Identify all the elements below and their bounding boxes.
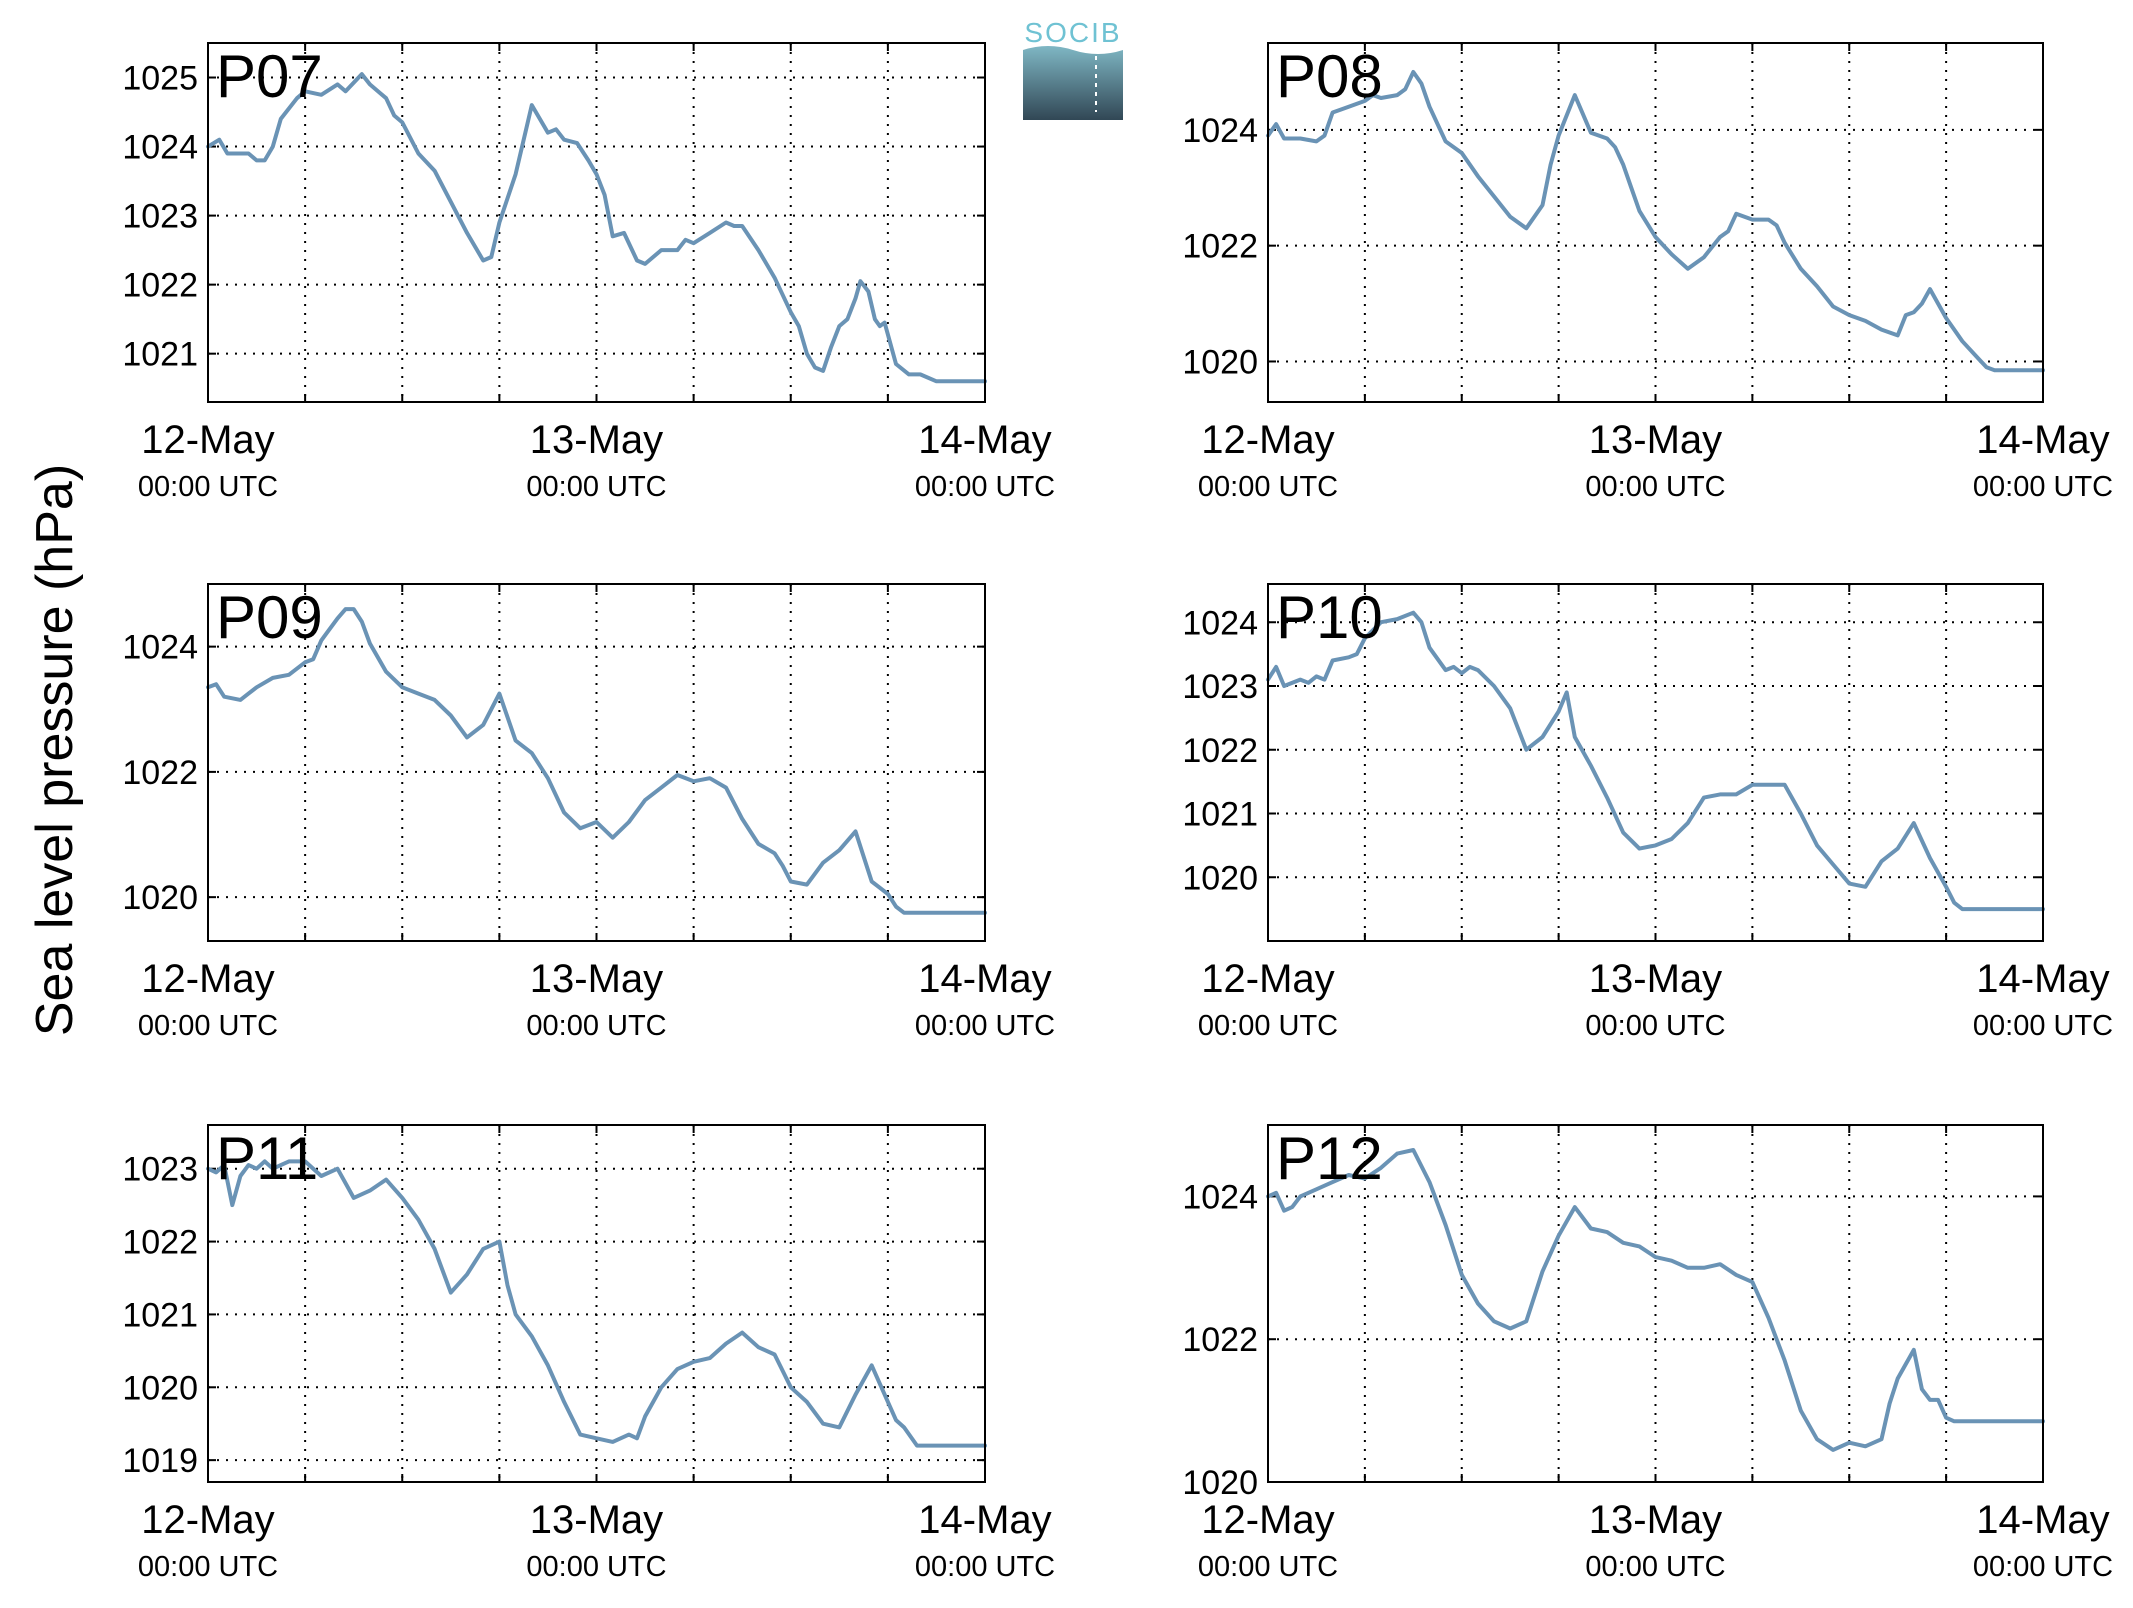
y-tick-label: 1020	[1182, 343, 1258, 381]
plot-area-p07	[208, 43, 985, 402]
logo-wave	[1023, 46, 1123, 120]
x-tick-time-label: 00:00 UTC	[1198, 471, 1338, 503]
y-tick-label: 1024	[122, 629, 198, 667]
y-tick-label: 1020	[122, 1369, 198, 1407]
series-line-p09	[206, 607, 987, 915]
x-tick-date-label: 14-May	[1976, 418, 2109, 462]
panel-label-p07: P07	[216, 43, 323, 110]
x-tick-time-label: 00:00 UTC	[1973, 471, 2113, 503]
x-tick-time-label: 00:00 UTC	[1585, 1010, 1725, 1042]
axes-frame-p12	[1267, 1124, 2044, 1483]
x-tick-date-label: 13-May	[530, 957, 663, 1001]
x-tick-date-label: 14-May	[1976, 957, 2109, 1001]
y-tick-label: 1021	[122, 1296, 198, 1334]
x-tick-date-label: 12-May	[141, 418, 274, 462]
x-tick-date-label: 12-May	[1201, 1498, 1334, 1542]
panel-label-p12: P12	[1276, 1125, 1383, 1192]
y-tick-label: 1024	[1182, 112, 1258, 150]
x-tick-time-label: 00:00 UTC	[1198, 1010, 1338, 1042]
series-line-p11	[206, 1159, 987, 1448]
x-tick-time-label: 00:00 UTC	[1198, 1551, 1338, 1583]
x-tick-time-label: 00:00 UTC	[1585, 471, 1725, 503]
panel-p11: 1019 1020 1021 1022 1023 P11 12-May 00:00 UTC 13…	[122, 1124, 1055, 1583]
y-tick-label: 1023	[122, 1151, 198, 1189]
y-tick-label: 1025	[122, 60, 198, 98]
y-tick-label: 1023	[122, 198, 198, 236]
x-tick-date-label: 14-May	[1976, 1498, 2109, 1542]
x-tick-date-label: 13-May	[1589, 957, 1722, 1001]
panel-label-p10: P10	[1276, 584, 1383, 651]
logo-text: SOCIB	[1024, 17, 1121, 48]
x-tick-date-label: 12-May	[141, 1498, 274, 1542]
y-tick-label: 1022	[122, 267, 198, 305]
panel-p07: 1021 1022 1023 1024 1025 P07 12-May 00:00 UTC 13…	[122, 42, 1055, 503]
y-tick-label: 1022	[1182, 228, 1258, 266]
axes-frame-p09	[207, 583, 986, 942]
panel-p09: 1020 1022 1024 P09 12-May 00:00 UTC 13-May 00:0…	[122, 583, 1055, 1042]
figure-ylabel: Sea level pressure (hPa)	[26, 464, 84, 1036]
x-tick-time-label: 00:00 UTC	[138, 1551, 278, 1583]
y-tick-label: 1022	[122, 1224, 198, 1262]
axes-frame-p07	[207, 42, 986, 403]
x-tick-date-label: 13-May	[530, 418, 663, 462]
x-tick-time-label: 00:00 UTC	[526, 471, 666, 503]
y-tick-label: 1024	[122, 129, 198, 167]
axes-frame-p08	[1267, 42, 2044, 403]
y-tick-label: 1020	[122, 879, 198, 917]
x-tick-date-label: 12-May	[141, 957, 274, 1001]
x-tick-time-label: 00:00 UTC	[915, 1551, 1055, 1583]
panel-label-p09: P09	[216, 584, 323, 651]
x-tick-date-label: 14-May	[918, 1498, 1051, 1542]
panel-label-p08: P08	[1276, 43, 1383, 110]
x-tick-date-label: 13-May	[1589, 1498, 1722, 1542]
x-tick-time-label: 00:00 UTC	[915, 1010, 1055, 1042]
panels-container: 1021 1022 1023 1024 1025 P07 12-May 00:00 UTC 13…	[122, 42, 2113, 1583]
y-tick-label: 1022	[122, 754, 198, 792]
panel-p08: 1020 1022 1024 P08 12-May 00:00 UTC 13-May 00:0…	[1182, 42, 2113, 503]
x-tick-time-label: 00:00 UTC	[526, 1551, 666, 1583]
x-tick-date-label: 13-May	[530, 1498, 663, 1542]
x-tick-time-label: 00:00 UTC	[526, 1010, 666, 1042]
y-tick-label: 1022	[1182, 732, 1258, 770]
x-tick-time-label: 00:00 UTC	[1973, 1010, 2113, 1042]
panel-label-p11: P11	[216, 1125, 318, 1192]
x-tick-time-label: 00:00 UTC	[1973, 1551, 2113, 1583]
series-line-p12	[1266, 1148, 2045, 1452]
x-tick-date-label: 14-May	[918, 957, 1051, 1001]
panel-p10: 1020 1021 1022 1023 1024 P10 12-May 00:00 UTC 13…	[1182, 583, 2113, 1042]
series-line-p07	[206, 72, 987, 384]
socib-logo: SOCIB	[1023, 17, 1123, 120]
x-tick-date-label: 12-May	[1201, 418, 1334, 462]
y-tick-label: 1024	[1182, 604, 1258, 642]
y-tick-label: 1020	[1182, 859, 1258, 897]
x-tick-date-label: 14-May	[918, 418, 1051, 462]
y-tick-label: 1023	[1182, 668, 1258, 706]
y-tick-label: 1024	[1182, 1178, 1258, 1216]
x-tick-time-label: 00:00 UTC	[138, 1010, 278, 1042]
series-line-p10	[1266, 610, 2045, 912]
series-line-p08	[1266, 70, 2045, 373]
x-tick-time-label: 00:00 UTC	[915, 471, 1055, 503]
y-tick-label: 1021	[122, 336, 198, 374]
x-tick-date-label: 13-May	[1589, 418, 1722, 462]
plot-area-p12	[1268, 1125, 2043, 1482]
y-tick-label: 1020	[1182, 1464, 1258, 1502]
panel-p12: 1020 1022 1024 P12 12-May 00:00 UTC 13-May 00:0…	[1182, 1124, 2113, 1583]
y-tick-label: 1019	[122, 1442, 198, 1480]
plot-area-p08	[1268, 43, 2043, 402]
axes-frame-p10	[1267, 583, 2044, 942]
plot-area-p10	[1268, 584, 2043, 941]
y-tick-label: 1021	[1182, 796, 1258, 834]
x-tick-time-label: 00:00 UTC	[1585, 1551, 1725, 1583]
plot-area-p11	[208, 1125, 985, 1482]
y-tick-label: 1022	[1182, 1321, 1258, 1359]
x-tick-date-label: 12-May	[1201, 957, 1334, 1001]
axes-frame-p11	[207, 1124, 986, 1483]
x-tick-time-label: 00:00 UTC	[138, 471, 278, 503]
